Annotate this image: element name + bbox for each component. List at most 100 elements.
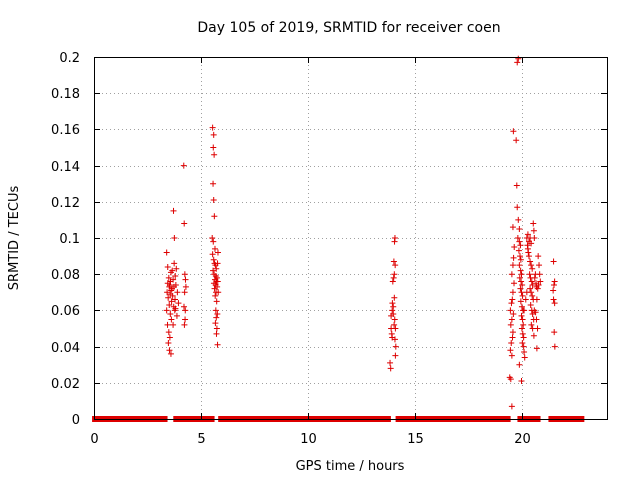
data-point bbox=[166, 301, 173, 308]
data-point bbox=[210, 180, 217, 187]
data-point bbox=[530, 220, 537, 227]
data-point bbox=[550, 296, 557, 303]
data-point bbox=[510, 311, 517, 318]
data-point bbox=[170, 207, 177, 214]
data-point bbox=[527, 285, 534, 292]
data-point bbox=[537, 278, 544, 285]
data-point bbox=[528, 262, 535, 269]
axis-ticks bbox=[94, 57, 607, 420]
data-point bbox=[164, 321, 171, 328]
data-point bbox=[181, 220, 188, 227]
data-point bbox=[389, 278, 396, 285]
data-point bbox=[515, 247, 522, 254]
data-point bbox=[516, 238, 523, 245]
data-point bbox=[170, 321, 177, 328]
data-point bbox=[390, 303, 397, 310]
data-point bbox=[518, 377, 525, 384]
data-point bbox=[391, 271, 398, 278]
y-tick-label: 0.06 bbox=[51, 304, 80, 319]
data-point bbox=[167, 350, 174, 357]
data-points bbox=[163, 55, 558, 410]
data-point bbox=[211, 213, 218, 220]
data-point bbox=[210, 238, 217, 245]
data-point bbox=[515, 216, 522, 223]
data-point bbox=[521, 307, 528, 314]
data-point bbox=[175, 300, 182, 307]
data-point bbox=[534, 325, 541, 332]
data-point bbox=[165, 329, 172, 336]
data-point bbox=[168, 316, 175, 323]
data-point bbox=[213, 330, 220, 337]
y-tick-label: 0.14 bbox=[51, 160, 80, 175]
data-point bbox=[533, 345, 540, 352]
data-point bbox=[517, 298, 524, 305]
data-point bbox=[513, 182, 520, 189]
data-point bbox=[528, 321, 535, 328]
data-point bbox=[508, 271, 515, 278]
data-point bbox=[509, 296, 516, 303]
data-point bbox=[214, 249, 221, 256]
data-point bbox=[529, 265, 536, 272]
data-point bbox=[529, 292, 536, 299]
data-point bbox=[519, 282, 526, 289]
data-point bbox=[213, 325, 220, 332]
data-point bbox=[392, 343, 399, 350]
data-point bbox=[180, 162, 187, 169]
data-point bbox=[518, 271, 525, 278]
data-point bbox=[165, 339, 172, 346]
data-point bbox=[391, 321, 398, 328]
data-point bbox=[518, 303, 525, 310]
data-point bbox=[519, 316, 526, 323]
data-point bbox=[533, 316, 540, 323]
data-point bbox=[530, 227, 537, 234]
data-point bbox=[509, 262, 516, 269]
x-tick-label: 20 bbox=[514, 432, 531, 447]
y-tick-label: 0.08 bbox=[51, 268, 80, 283]
data-point bbox=[518, 325, 525, 332]
data-point bbox=[163, 249, 170, 256]
data-point bbox=[509, 329, 516, 336]
data-point bbox=[511, 244, 518, 251]
data-point bbox=[390, 258, 397, 265]
data-point bbox=[172, 305, 179, 312]
data-point bbox=[212, 292, 219, 299]
data-point bbox=[532, 309, 539, 316]
y-tick-labels: 0 0.02 0.04 0.06 0.08 0.1 0.12 0.14 0.16 0.18 0.2 bbox=[51, 51, 80, 428]
data-point bbox=[182, 283, 189, 290]
data-point bbox=[550, 282, 557, 289]
data-point bbox=[525, 253, 532, 260]
data-point bbox=[211, 245, 218, 252]
data-point bbox=[507, 376, 514, 383]
data-point bbox=[509, 224, 516, 231]
y-tick-label: 0 bbox=[72, 413, 80, 428]
data-point bbox=[210, 256, 217, 263]
data-point bbox=[391, 294, 398, 301]
data-point bbox=[535, 282, 542, 289]
data-point bbox=[215, 289, 222, 296]
data-point bbox=[211, 285, 218, 292]
data-point bbox=[514, 204, 521, 211]
data-point bbox=[514, 59, 521, 66]
data-point bbox=[174, 289, 181, 296]
data-point bbox=[517, 267, 524, 274]
data-point bbox=[172, 296, 179, 303]
data-point bbox=[391, 336, 398, 343]
data-point bbox=[209, 235, 216, 241]
data-point bbox=[522, 296, 529, 303]
data-point bbox=[516, 361, 523, 368]
data-point bbox=[169, 267, 176, 274]
data-point bbox=[511, 280, 518, 287]
data-point bbox=[182, 307, 189, 314]
data-point bbox=[163, 307, 170, 314]
data-point bbox=[509, 334, 516, 341]
data-point bbox=[165, 274, 172, 281]
data-point bbox=[213, 265, 220, 272]
x-tick-label: 15 bbox=[407, 432, 424, 447]
data-point bbox=[211, 151, 218, 158]
data-point bbox=[550, 287, 557, 294]
data-point bbox=[212, 320, 219, 327]
data-point bbox=[531, 235, 538, 241]
data-point bbox=[517, 256, 524, 263]
data-point bbox=[513, 137, 520, 144]
data-point bbox=[173, 312, 180, 319]
